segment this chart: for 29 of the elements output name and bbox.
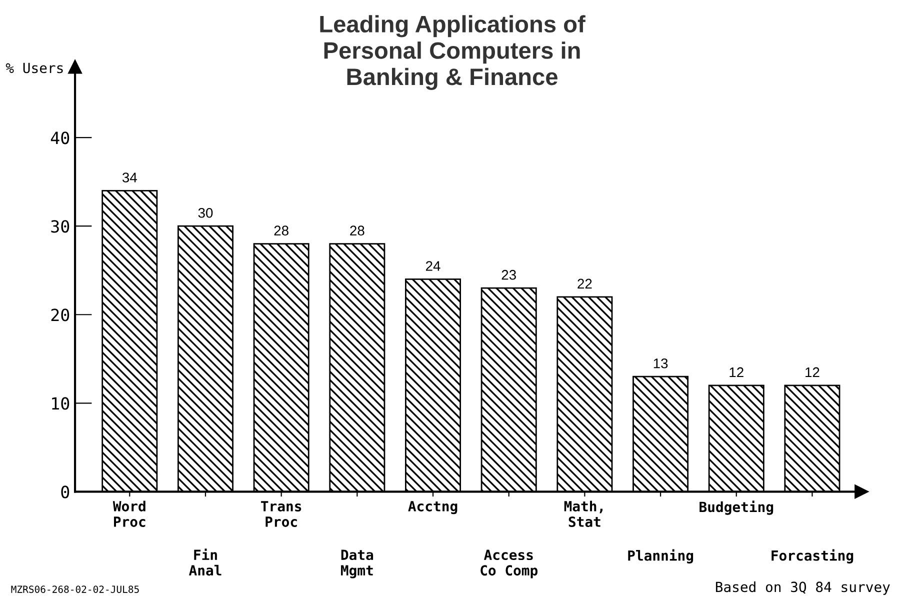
chart-title: Leading Applications of Personal Computers in Banking & Finance: [320, 15, 586, 90]
data-label: 24: [426, 261, 440, 271]
x-tick-label: Forcasting: [772, 549, 854, 564]
y-tick-label: 30: [51, 220, 70, 233]
data-label: 28: [274, 226, 288, 236]
y-tick-label: 10: [52, 397, 70, 410]
data-label: 28: [350, 226, 364, 236]
text: Based on 3Q 84 survey: [716, 581, 890, 595]
data-label: 30: [198, 208, 213, 218]
y-tick-label: 20: [51, 308, 70, 322]
x-tick-label: Fin Anal: [188, 548, 222, 576]
x-tick-label: Planning: [628, 549, 694, 564]
x-tick-label: Trans Proc: [261, 501, 302, 527]
data-label: 23: [502, 270, 516, 280]
y-tick-label: 0: [61, 486, 70, 498]
data-label: 34: [122, 172, 137, 182]
x-tick-label: Acctng: [408, 501, 458, 514]
y-tick-label: 40: [50, 132, 70, 144]
text: MZRS06-268-02-02-JUL85: [11, 586, 139, 593]
data-label: 12: [806, 367, 820, 378]
x-tick-label: Budgeting: [700, 500, 774, 515]
x-tick-label: Math, Stat: [564, 500, 602, 527]
data-label: 13: [654, 358, 668, 368]
x-tick-label: Word Proc: [112, 500, 146, 527]
x-tick-label: Data Mgmt: [341, 550, 374, 578]
x-tick-label: Access Co Comp: [480, 550, 538, 578]
data-label: 12: [730, 367, 744, 378]
y-axis-title: % Users: [6, 62, 63, 74]
data-label: 22: [578, 278, 592, 288]
